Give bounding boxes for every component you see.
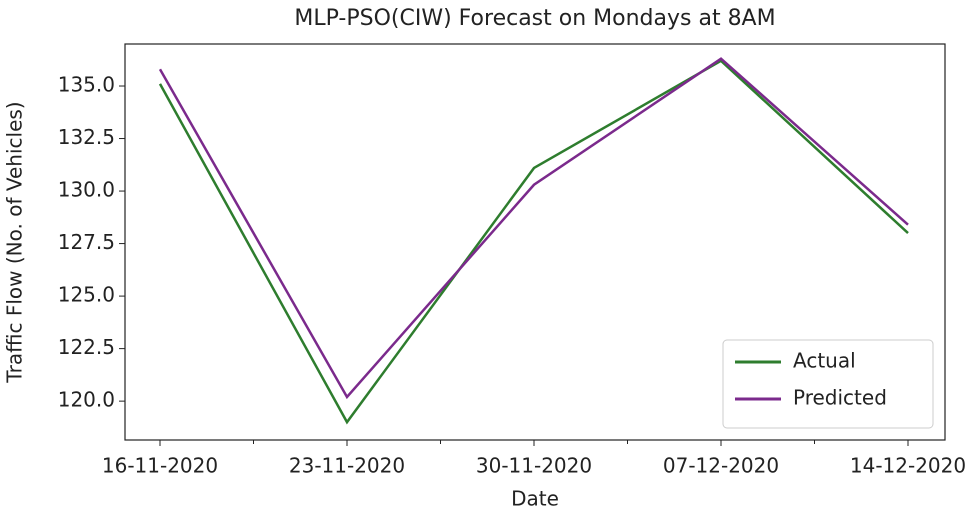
x-tick-label: 07-12-2020 [663, 454, 779, 478]
y-tick-label: 120.0 [58, 388, 115, 412]
y-axis-label: Traffic Flow (No. of Vehicles) [3, 101, 27, 383]
chart-title: MLP-PSO(CIW) Forecast on Mondays at 8AM [294, 6, 775, 31]
y-tick-label: 122.5 [58, 335, 115, 359]
y-tick-label: 125.0 [58, 283, 115, 307]
y-tick-label: 130.0 [58, 178, 115, 202]
y-tick-label: 127.5 [58, 230, 115, 254]
x-tick-label: 23-11-2020 [289, 454, 405, 478]
x-tick-label: 16-11-2020 [102, 454, 218, 478]
line-series [158, 59, 909, 425]
x-tick-label: 30-11-2020 [476, 454, 592, 478]
x-tick-label: 14-12-2020 [850, 454, 966, 478]
x-axis-label: Date [511, 487, 559, 511]
legend-label: Predicted [793, 386, 887, 410]
y-tick-label: 135.0 [58, 73, 115, 97]
y-tick-label: 132.5 [58, 125, 115, 149]
legend-label: Actual [793, 349, 856, 373]
line-series [158, 57, 909, 400]
plot-frame [124, 43, 946, 441]
